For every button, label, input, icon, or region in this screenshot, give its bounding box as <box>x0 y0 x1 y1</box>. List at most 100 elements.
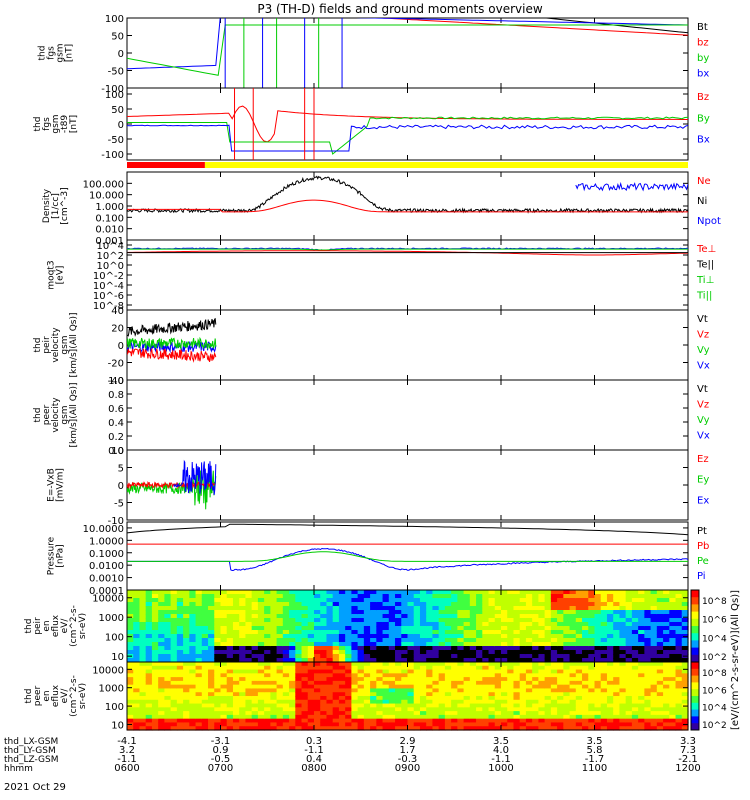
spectrogram-cell <box>476 692 483 697</box>
spectrogram-cell <box>314 610 321 615</box>
pe-line <box>127 551 688 562</box>
spectrogram-cell <box>588 703 596 708</box>
spectrogram-cell <box>282 726 290 731</box>
spectrogram-cell <box>631 696 639 701</box>
spectrogram-cell <box>282 594 290 599</box>
x-axis-row-label: thd_LX-GSM <box>4 737 58 747</box>
spectrogram-cell <box>501 703 508 708</box>
spectrogram-cell <box>326 692 334 697</box>
spectrogram-cell <box>301 638 309 643</box>
spectrogram-cell <box>307 658 315 663</box>
spectrogram-cell <box>650 707 658 712</box>
spectrogram-cell <box>176 722 184 727</box>
spectrogram-cell <box>638 626 645 631</box>
spectrogram-cell <box>675 673 683 678</box>
spectrogram-cell <box>176 696 184 701</box>
spectrogram-cell <box>507 714 515 720</box>
spectrogram-cell <box>301 658 309 663</box>
spectrogram-cell <box>582 699 589 705</box>
spectrogram-cell <box>600 602 608 607</box>
spectrogram-cell <box>326 662 334 667</box>
spectrogram-cell <box>145 711 153 716</box>
panel-2-ytick-label: 50 <box>111 105 124 116</box>
spectrogram-cell <box>388 662 396 667</box>
spectrogram-cell <box>488 614 496 619</box>
spectrogram-cell <box>370 598 377 603</box>
spectrogram-cell <box>426 669 434 674</box>
spectrogram-cell <box>195 594 203 599</box>
spectrogram-cell <box>176 699 184 705</box>
spectrogram-cell <box>183 598 190 603</box>
spectrogram-cell <box>625 662 633 667</box>
spectrogram-cell <box>301 618 309 623</box>
spectrogram-cell <box>183 692 190 697</box>
spectrogram-cell <box>469 703 477 708</box>
spectrogram-cell <box>232 707 240 712</box>
panel-6-legend-3: Vx <box>697 431 710 442</box>
spectrogram-cell <box>550 718 558 724</box>
spectrogram-cell <box>158 684 165 690</box>
spectrogram-cell <box>251 707 259 712</box>
spectrogram-cell <box>332 622 340 627</box>
panel-9-ylabel-line: eV/ <box>60 618 70 634</box>
spectrogram-cell <box>663 714 670 720</box>
spectrogram-cell <box>326 618 334 623</box>
spectrogram-cell <box>507 726 515 731</box>
spectrogram-cell <box>201 590 209 595</box>
spectrogram-cell <box>183 614 190 619</box>
spectrogram-cell <box>419 696 427 701</box>
spectrogram-cell <box>270 594 278 599</box>
spectrogram-cell <box>164 622 172 627</box>
spectrogram-cell <box>594 614 602 619</box>
spectrogram-cell <box>413 699 421 705</box>
spectrogram-cell <box>575 662 583 667</box>
spectrogram-cell <box>413 669 421 674</box>
spectrogram-cell <box>438 622 446 627</box>
spectrogram-cell <box>451 673 458 678</box>
spectrogram-cell <box>482 618 490 623</box>
spectrogram-cell <box>550 680 558 686</box>
spectrogram-cell <box>525 646 533 651</box>
panel-3-ytick-label: 10.000 <box>89 191 124 202</box>
spectrogram-cell <box>650 642 658 647</box>
spectrogram-cell <box>232 626 240 631</box>
spectrogram-cell <box>151 662 159 667</box>
spectrogram-cell <box>345 598 352 603</box>
panel-3-ytick-label: 0.100 <box>95 213 124 224</box>
spectrogram-cell <box>438 718 446 724</box>
spectrogram-cell <box>625 703 633 708</box>
spectrogram-cell <box>519 654 527 659</box>
spectrogram-cell <box>563 726 571 731</box>
spectrogram-cell <box>663 665 670 671</box>
spectrogram-cell <box>257 594 265 599</box>
spectrogram-cell <box>245 684 253 690</box>
spectrogram-cell <box>158 662 165 667</box>
spectrogram-cell <box>351 726 359 731</box>
spectrogram-cell <box>656 650 664 655</box>
spectrogram-cell <box>569 638 577 643</box>
spectrogram-cell <box>557 703 564 708</box>
spectrogram-cell <box>332 726 340 731</box>
spectrogram-cell <box>251 650 259 655</box>
spectrogram-cell <box>220 654 228 659</box>
spectrogram-cell <box>538 722 546 727</box>
spectrogram-cell <box>451 722 458 727</box>
spectrogram-cell <box>345 726 352 731</box>
spectrogram-cell <box>482 662 490 667</box>
panel-8-ytick-label: 10.0000 <box>83 524 124 535</box>
spectrogram-cell <box>164 707 172 712</box>
spectrogram-cell <box>625 699 633 705</box>
spectrogram-cell <box>557 594 564 599</box>
spectrogram-cell <box>426 696 434 701</box>
spectrogram-cell <box>388 726 396 731</box>
spectrogram-cell <box>251 722 259 727</box>
spectrogram-cell <box>239 646 247 651</box>
spectrogram-cell <box>220 692 228 697</box>
spectrogram-cell <box>494 626 502 631</box>
spectrogram-cell <box>376 638 384 643</box>
spectrogram-cell <box>588 614 596 619</box>
spectrogram-cell <box>644 658 652 663</box>
spectrogram-cell <box>314 602 321 607</box>
spectrogram-cell <box>507 711 515 716</box>
spectrogram-cell <box>151 722 159 727</box>
